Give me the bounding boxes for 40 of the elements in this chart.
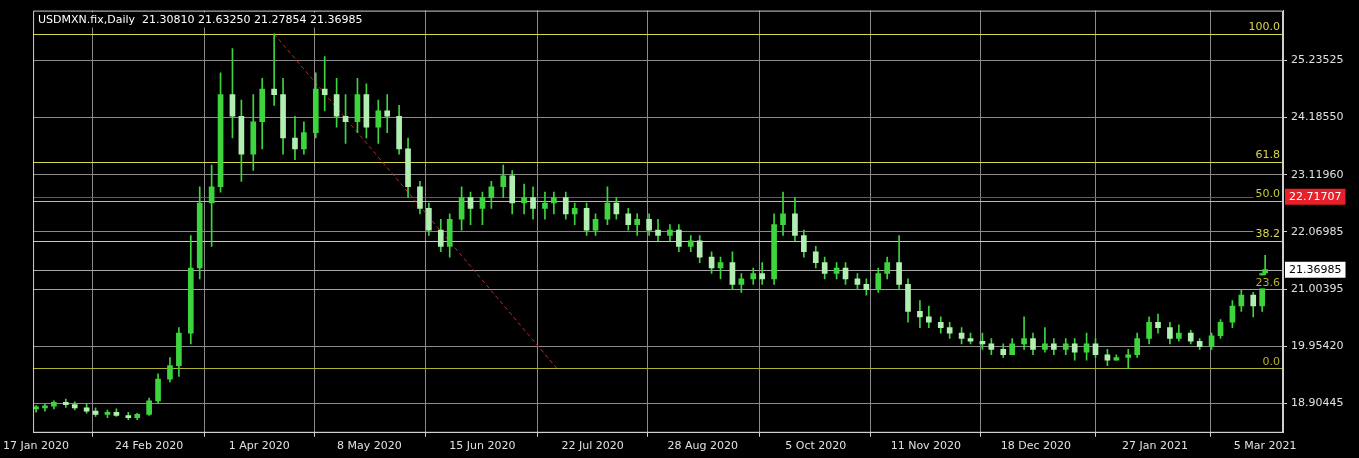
ref-line-label: 100.0 (1248, 20, 1280, 34)
candlestick (542, 191, 548, 220)
x-tick-label: 11 Nov 2020 (890, 439, 962, 453)
x-tick-label: 18 Dec 2020 (1000, 439, 1072, 453)
ref-line-label: 38.2 (1255, 226, 1280, 240)
y-tick-label: 19.95420 (1291, 339, 1344, 353)
ref-line-label: 61.8 (1255, 148, 1280, 161)
x-tick-label: 27 Jan 2021 (1122, 439, 1189, 453)
y-tick-label: 22.06985 (1291, 224, 1344, 238)
x-tick-label: 1 Apr 2020 (228, 439, 290, 453)
ref-line-label: 0.0 (1262, 354, 1280, 368)
candlestick (917, 300, 923, 328)
chart-title: USDMXN.fix,Daily 21.30810 21.63250 21.27854 21.36985 (38, 12, 363, 26)
candlestick (292, 115, 298, 160)
y-tick-label: 25.23525 (1291, 53, 1344, 67)
x-tick-label: 15 Jun 2020 (449, 439, 516, 453)
candlestick (759, 262, 766, 285)
candlestick (271, 33, 277, 106)
x-tick-label: 17 Jan 2020 (3, 439, 70, 453)
x-tick-label: 22 Jul 2020 (561, 439, 624, 453)
y-tick-label: 23.11960 (1291, 167, 1344, 181)
candlestick (1042, 327, 1048, 353)
candlestick (780, 191, 786, 236)
x-tick-label: 5 Mar 2021 (1233, 439, 1297, 453)
candlestick (321, 56, 328, 112)
candlestick (384, 94, 391, 133)
candlestick (1021, 316, 1027, 350)
x-tick-label: 8 May 2020 (336, 439, 402, 453)
ref-line-label: 50.0 (1255, 187, 1280, 201)
candlestick (521, 183, 527, 215)
ref-line-label: 22.71707 (1289, 189, 1342, 203)
x-tick-label: 5 Oct 2020 (785, 439, 847, 453)
y-tick-label: 18.90445 (1291, 396, 1344, 410)
ref-line-label: 21.36985 (1289, 262, 1342, 276)
y-tick-label: 24.18550 (1291, 109, 1344, 123)
x-tick-label: 28 Aug 2020 (667, 439, 738, 453)
y-tick-label: 21.00395 (1291, 282, 1344, 296)
ref-line-label: 23.6 (1255, 275, 1280, 289)
candlestick (1125, 349, 1132, 369)
x-tick-label: 24 Feb 2020 (114, 439, 184, 453)
